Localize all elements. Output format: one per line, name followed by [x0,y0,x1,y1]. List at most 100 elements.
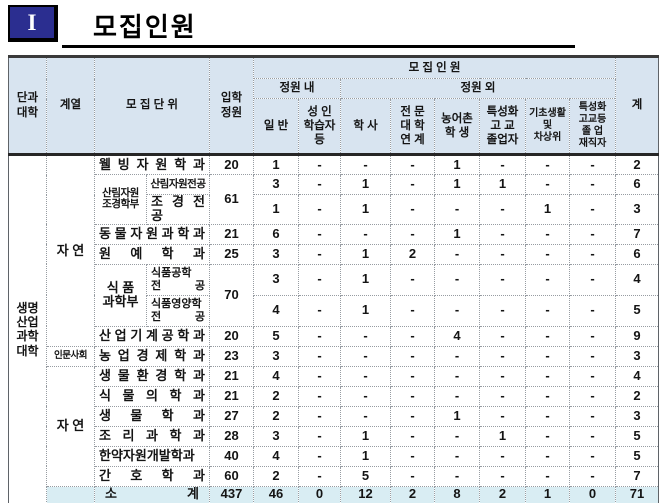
cell-row-total: 3 [615,345,660,367]
cell-value: 1 [479,174,526,195]
cell-track: 인문사회 [46,345,95,367]
cell-value: - [340,153,391,175]
cell-row-total: 4 [615,365,660,387]
cell-row-total: 3 [615,405,660,427]
cell-value: 4 [434,325,480,347]
cell-value: 3 [253,425,299,447]
cell-row-total: 6 [615,243,660,265]
cell-value: 1 [525,194,570,225]
cell-value: 2 [253,465,299,487]
cell-value: - [434,243,480,265]
cell-value: - [390,465,435,487]
recruitment-table: 단과 대학 계열 모 집 단 위 입학 정원 모 집 인 원 계 정원 내 정원… [8,55,660,503]
cell-value: - [298,243,341,265]
cell-value: 1 [340,194,391,225]
cell-value: - [525,243,570,265]
cell-value: - [390,345,435,367]
header-recruit: 모 집 인 원 [252,56,617,79]
cell-value: - [479,263,526,296]
table-row: 식 품 과학부 식품공학 전 공 70 3 - 1 - - - - - 4 [9,263,660,327]
cell-value: - [525,445,570,467]
cell-subtotal-label: 소 계 [94,485,210,503]
cell-value: - [298,174,341,195]
cell-value: 5 [340,465,391,487]
cell-value: - [298,385,341,407]
cell-value: - [568,325,617,347]
cell-value: - [479,294,526,327]
cell-quota: 21 [209,385,254,407]
cell-value: 4 [253,294,299,327]
cell-major: 식품공학 전 공 [146,263,210,296]
subtotal-row: 소 계 437 46 0 12 2 8 2 1 0 71 [9,485,660,503]
cell-unit: 농 업 경 제 학 과 [94,345,210,367]
cell-row-total: 9 [615,325,660,347]
cell-unit: 한약자원개발학과 [94,445,210,467]
cell-value: - [298,325,341,347]
cell-track-empty [46,485,95,503]
cell-quota: 60 [209,465,254,487]
cell-subtotal-value: 0 [298,485,341,503]
table-row: 생명 산업 과학 대학 자 연 웰 빙 자 원 학 과 20 1 - - - 1… [8,153,660,503]
cell-value: - [340,365,391,387]
cell-value: - [390,194,435,225]
table-row: 원 예 학 과 25 3 - 1 2 - - - - 6 [9,243,660,265]
cell-value: - [568,263,617,296]
header-track: 계열 [46,56,95,155]
table-row: 조 리 과 학 과 28 3 - 1 - - 1 - - 5 [9,425,660,447]
cell-row-total: 4 [615,263,660,296]
header-col-bachelor: 학 사 [340,98,391,155]
cell-value: - [525,425,570,447]
cell-value: - [568,445,617,467]
table-row: 한약자원개발학과 40 4 - 1 - - - - - 5 [9,445,660,467]
cell-row-total: 7 [615,223,660,245]
cell-unit: 조 리 과 학 과 [94,425,210,447]
table-row: 생 물 학 과 27 2 - - - 1 - - - 3 [9,405,660,427]
cell-value: - [298,194,341,225]
cell-subtotal-value: 1 [525,485,570,503]
cell-value: - [525,174,570,195]
cell-track: 자 연 [46,365,95,487]
cell-value: - [434,425,480,447]
cell-value: - [479,385,526,407]
cell-subtotal-value: 8 [434,485,480,503]
cell-value: - [390,365,435,387]
cell-value: - [525,365,570,387]
cell-value: - [479,365,526,387]
cell-value: 4 [253,445,299,467]
cell-subtotal-value: 46 [253,485,299,503]
cell-value: 3 [253,243,299,265]
page-title: 모집인원 [93,12,197,42]
cell-value: - [479,405,526,427]
cell-value: - [525,153,570,175]
cell-major: 산림자원전공 [146,174,210,195]
cell-value: - [525,405,570,427]
table-row: 산 업 기 계 공 학 과 20 5 - - - 4 - - - 9 [9,325,660,347]
cell-value: - [298,425,341,447]
cell-value: - [434,445,480,467]
cell-value: 1 [340,263,391,296]
cell-value: 3 [253,263,299,296]
cell-row-total: 5 [615,445,660,467]
cell-value: - [525,294,570,327]
subtotal-label-left: 소 [105,486,117,502]
cell-value: - [568,405,617,427]
cell-value: - [298,263,341,296]
table-row: 조 경 전 공 1 - 1 - - - 1 - 3 [9,194,660,225]
cell-value: - [298,405,341,427]
cell-value: - [525,345,570,367]
section-number-box: I [8,5,58,42]
cell-subtotal-value: 2 [479,485,526,503]
cell-value: - [390,385,435,407]
table-row: 식 물 의 학 과 21 2 - - - - - - - 2 [9,385,660,407]
cell-unit: 식 물 의 학 과 [94,385,210,407]
header-unit: 모 집 단 위 [94,56,210,155]
cell-value: - [434,294,480,327]
section-number: I [27,10,37,35]
cell-value: - [479,243,526,265]
cell-value: 3 [253,345,299,367]
cell-value: 2 [390,243,435,265]
cell-value: 1 [340,294,391,327]
cell-value: 2 [253,385,299,407]
cell-value: - [340,325,391,347]
cell-value: - [390,325,435,347]
